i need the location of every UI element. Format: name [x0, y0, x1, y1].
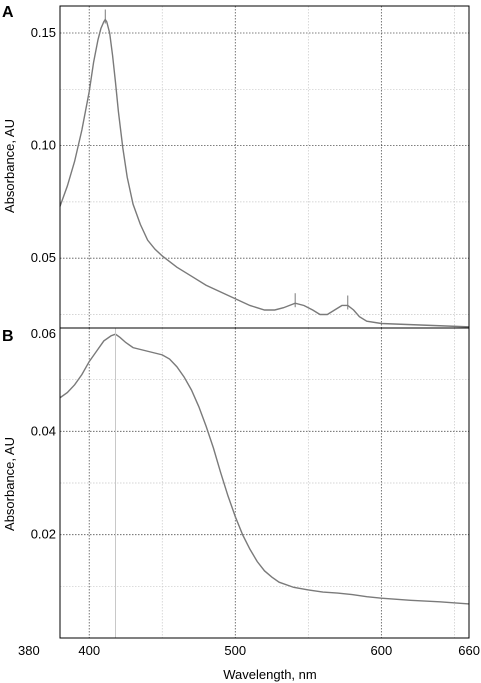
panel-b-grid [60, 328, 469, 638]
panel-b-spectrum-line [59, 333, 470, 605]
x-tick-label: 400 [78, 643, 100, 658]
panel-b-x-ticks: 380 400 500 600 660 [18, 643, 480, 658]
panel-b-plot-frame [59, 327, 470, 639]
panel-a-y-axis-label: Absorbance, AU [2, 119, 17, 213]
y-tick-label: 0.04 [31, 423, 56, 438]
panel-a-spectrum-line [59, 18, 470, 328]
panel-b-x-axis-label: Wavelength, nm [223, 667, 316, 682]
x-tick-label: 380 [18, 643, 40, 658]
y-tick-label: 0.06 [31, 326, 56, 341]
panel-a: 0.05 0.10 0.15 A Absorbance, AU [2, 4, 470, 329]
panel-a-y-ticks: 0.05 0.10 0.15 [31, 25, 56, 265]
x-tick-label: 600 [371, 643, 393, 658]
panel-a-letter: A [2, 4, 14, 21]
panel-a-grid [60, 6, 469, 328]
panel-b-y-ticks: 0.02 0.04 0.06 [31, 326, 56, 542]
y-tick-label: 0.05 [31, 250, 56, 265]
y-tick-label: 0.10 [31, 138, 56, 153]
panel-b-letter: B [2, 328, 14, 345]
panel-a-peak-markers [104, 9, 349, 310]
y-tick-label: 0.15 [31, 25, 56, 40]
panel-b-y-axis-label: Absorbance, AU [2, 437, 17, 531]
panel-a-plot-frame [59, 5, 470, 329]
x-tick-label: 660 [458, 643, 480, 658]
panel-b: 0.02 0.04 0.06 380 400 500 600 660 B Absorbanc… [2, 326, 480, 682]
x-tick-label: 500 [224, 643, 246, 658]
y-tick-label: 0.02 [31, 527, 56, 542]
